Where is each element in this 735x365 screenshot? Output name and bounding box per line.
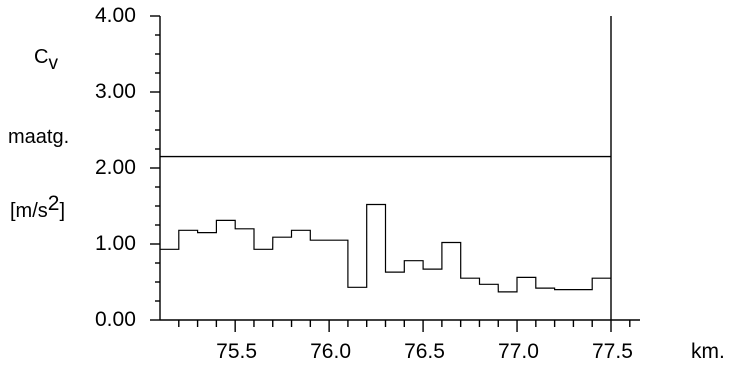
x-tick-label: 76.5 bbox=[404, 340, 445, 363]
y-axis-label-text: maatg. bbox=[8, 126, 70, 148]
y-tick-label: 3.00 bbox=[95, 80, 136, 103]
y-tick-label: 0.00 bbox=[95, 308, 136, 331]
y-axis-label-unit: [m/s2] bbox=[10, 192, 66, 222]
x-tick-label: 76.0 bbox=[310, 340, 351, 363]
y-tick-label: 2.00 bbox=[95, 156, 136, 179]
y-tick-label: 4.00 bbox=[95, 4, 136, 27]
x-tick-label: 75.5 bbox=[216, 340, 258, 363]
series-step-line bbox=[160, 203, 611, 293]
x-tick-label: 77.5 bbox=[592, 340, 633, 363]
y-tick-label: 1.00 bbox=[95, 232, 136, 255]
x-axis-unit-label: km. bbox=[691, 340, 725, 363]
x-tick-label: 77.0 bbox=[498, 340, 539, 363]
y-axis-label-symbol: Cv bbox=[34, 46, 58, 74]
